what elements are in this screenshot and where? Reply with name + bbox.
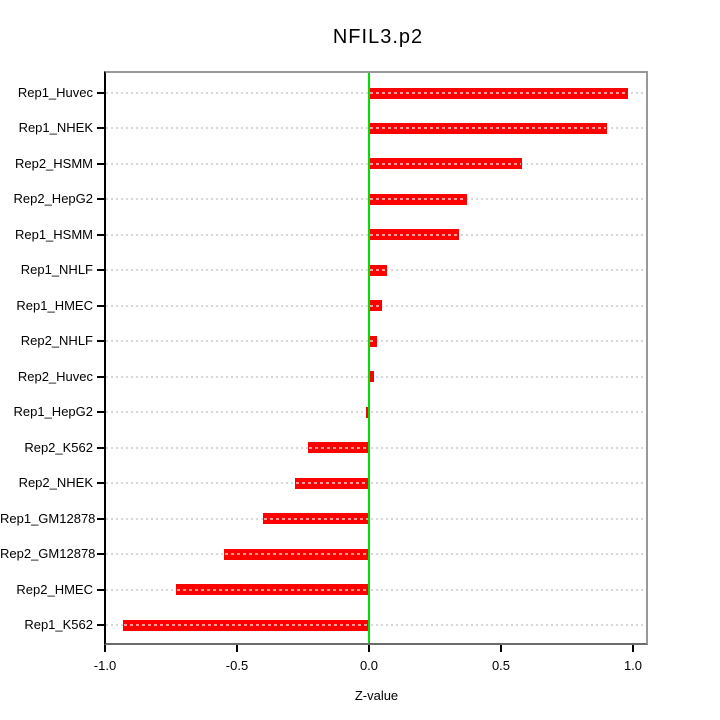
y-axis-tick [97, 411, 104, 414]
gridline [106, 411, 646, 414]
y-tick-label: Rep1_GM12878 [0, 510, 96, 526]
y-tick-label: Rep2_K562 [24, 439, 93, 455]
gridline [106, 553, 646, 556]
x-tick-label: 0.0 [359, 658, 379, 673]
x-axis-tick [500, 645, 502, 652]
y-axis-tick [97, 127, 104, 130]
x-tick-label: -0.5 [225, 658, 249, 673]
bar-Rep1_HepG2 [366, 406, 369, 418]
gridline [106, 375, 646, 378]
gridline [106, 624, 646, 627]
y-tick-label: Rep2_NHEK [18, 475, 93, 491]
y-tick-label: Rep2_HepG2 [13, 191, 94, 207]
bar-dash-overlay [124, 624, 368, 627]
y-axis-tick [97, 92, 104, 94]
y-axis-tick [97, 375, 104, 378]
bar-Rep2_Huvec [369, 371, 375, 383]
gridline [106, 588, 646, 591]
x-axis-tick [236, 645, 238, 652]
y-axis-tick [97, 269, 104, 272]
x-axis-tick [368, 645, 370, 652]
bar-dash-overlay [309, 446, 368, 449]
y-axis-tick [97, 624, 104, 627]
chart-title: NFIL3.p2 [332, 26, 424, 48]
y-axis-tick [97, 304, 104, 307]
x-tick-label: 1.0 [623, 658, 643, 673]
bar-dash-overlay [296, 482, 368, 485]
plot-area [104, 71, 648, 645]
x-axis-tick [104, 645, 106, 652]
y-tick-label: Rep1_K562 [24, 617, 93, 633]
gridline [106, 482, 646, 485]
y-tick-label: Rep1_NHLF [20, 262, 93, 278]
y-tick-label: Rep2_NHLF [20, 333, 93, 349]
y-axis-tick [97, 482, 104, 485]
y-tick-label: Rep1_NHEK [18, 120, 93, 136]
bar-dash-overlay [177, 588, 368, 591]
x-axis-tick [632, 645, 634, 652]
y-tick-label: Rep2_Huvec [17, 368, 93, 384]
y-tick-label: Rep1_HepG2 [13, 404, 94, 420]
bar-dash-overlay [370, 304, 382, 307]
x-tick-label: 0.5 [491, 658, 511, 673]
y-tick-label: Rep1_Huvec [17, 85, 93, 100]
y-tick-label: Rep2_HMEC [16, 581, 93, 597]
bar-dash-overlay [224, 553, 368, 556]
y-axis-tick [97, 553, 104, 556]
y-axis-tick [97, 198, 104, 201]
gridline [106, 446, 646, 449]
y-tick-label: Rep1_HMEC [16, 297, 93, 313]
y-axis-tick [97, 588, 104, 591]
x-axis-label: Z-value [354, 688, 399, 703]
bar-dash-overlay [370, 127, 606, 130]
zero-reference-line [368, 73, 370, 643]
bar-dash-overlay [264, 517, 368, 520]
y-tick-label: Rep2_GM12878 [0, 546, 96, 562]
x-tick-label: -1.0 [93, 658, 117, 673]
bar-dash-overlay [370, 340, 376, 343]
y-tick-label: Rep2_HSMM [14, 155, 93, 171]
bar-dash-overlay [370, 162, 522, 165]
y-axis-tick [97, 340, 104, 343]
y-axis-tick [97, 162, 104, 165]
y-axis-tick [97, 446, 104, 449]
y-axis-tick [97, 517, 104, 520]
bar-dash-overlay [370, 233, 458, 236]
y-tick-label: Rep1_HSMM [14, 226, 93, 242]
bar-dash-overlay [370, 269, 387, 272]
gridline [106, 517, 646, 520]
bar-dash-overlay [370, 198, 466, 201]
y-axis-tick [97, 233, 104, 236]
bar-dash-overlay [370, 92, 627, 94]
